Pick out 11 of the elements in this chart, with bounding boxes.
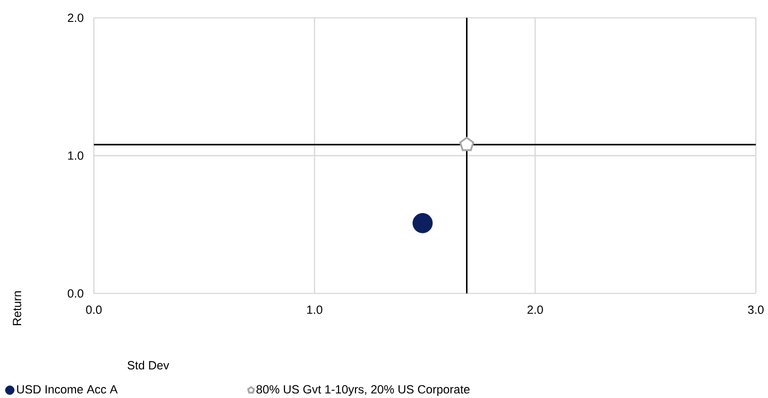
x-tick-label: 1.0 <box>307 305 322 314</box>
x-tick-label: 2.0 <box>528 305 543 314</box>
y-tick-label: 2.0 <box>68 14 84 22</box>
legend-label: USD Income Acc A <box>17 385 118 394</box>
x-tick-label: 0.0 <box>86 305 102 314</box>
x-axis-title: Std Dev <box>128 360 170 370</box>
y-tick-label: 1.0 <box>68 151 84 160</box>
x-tick-label: 3.0 <box>748 305 764 314</box>
legend-label: 80% US Gvt 1-10yrs, 20% US Corporate <box>256 385 470 396</box>
y-axis-title: Return <box>12 291 22 326</box>
y-tick-label: 0.0 <box>68 289 84 298</box>
